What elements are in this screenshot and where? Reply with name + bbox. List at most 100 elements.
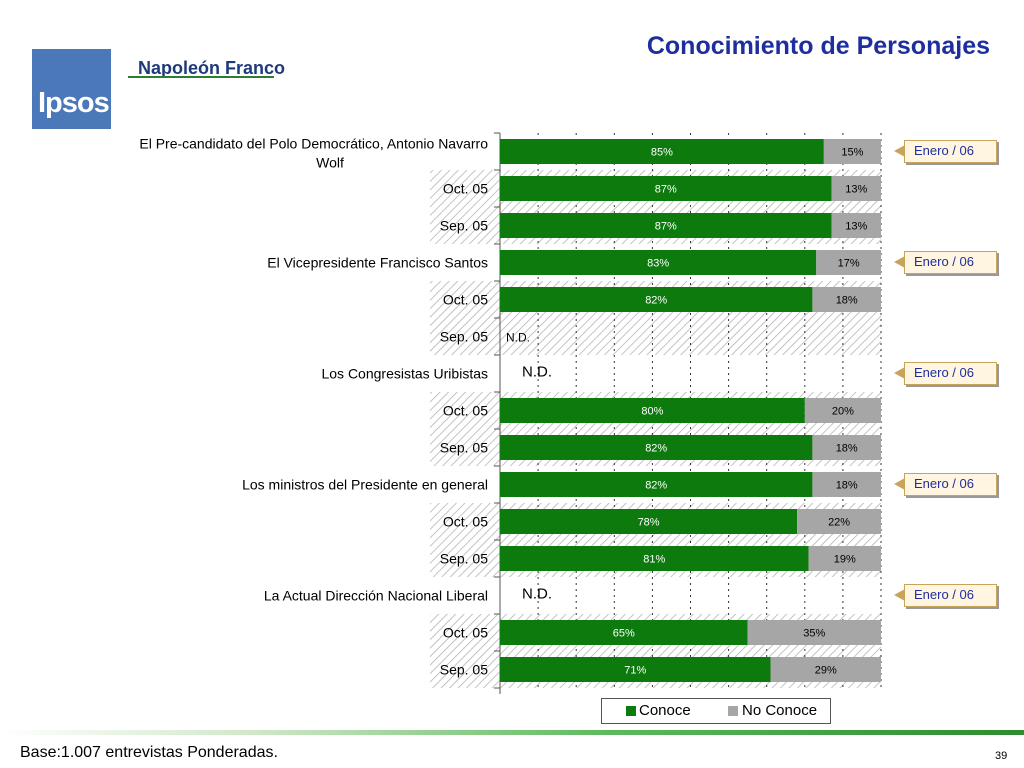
bar-conoce: [500, 546, 809, 571]
period-callout-el-vicepresidente-francisco-sa: Enero / 06: [894, 250, 997, 274]
data-label-no-conoce: 17%: [838, 258, 860, 270]
category-label: Sep. 05: [440, 662, 488, 678]
bar-no-conoce: [831, 213, 881, 238]
category-label: Oct. 05: [443, 292, 488, 308]
callout-pointer: [894, 255, 905, 268]
data-label-conoce: 82%: [645, 443, 667, 455]
logo-text: Ipsos: [38, 87, 110, 119]
bar-no-conoce: [831, 176, 881, 201]
data-label-no-conoce: 22%: [828, 517, 850, 529]
category-label: El Vicepresidente Francisco Santos: [267, 255, 488, 271]
data-label-no-conoce: 13%: [845, 184, 867, 196]
period-callout-los-ministros-del-presidente-e: Enero / 06: [894, 472, 997, 496]
data-label-no-conoce: 13%: [845, 221, 867, 233]
callout-label: Enero / 06: [914, 253, 974, 269]
nd-label: N.D.: [522, 586, 552, 603]
bar-conoce: [500, 213, 832, 238]
data-label-no-conoce: 18%: [836, 295, 858, 307]
callout-pointer: [894, 144, 905, 157]
category-label: Los Congresistas Uribistas: [321, 366, 488, 382]
page-number: 39: [995, 750, 1008, 762]
bar-no-conoce: [812, 435, 881, 460]
category-label: Sep. 05: [440, 218, 488, 234]
data-label-no-conoce: 35%: [803, 628, 825, 640]
labels-layer: El Pre-candidato del Polo Democrático, A…: [139, 136, 867, 678]
bar-no-conoce: [808, 546, 881, 571]
callout-body: [904, 250, 997, 274]
category-label: La Actual Dirección Nacional Liberal: [264, 588, 488, 604]
callout-label: Enero / 06: [914, 364, 974, 380]
data-label-conoce: 85%: [651, 147, 673, 159]
data-label-conoce: 82%: [645, 480, 667, 492]
category-label: Oct. 05: [443, 181, 488, 197]
data-label-no-conoce: 20%: [832, 406, 854, 418]
ipsos-logo: Ipsos: [32, 49, 111, 129]
data-label-conoce: 71%: [624, 665, 646, 677]
category-label: Oct. 05: [443, 514, 488, 530]
legend-label-no-conoce: No Conoce: [742, 702, 818, 719]
bar-no-conoce: [747, 620, 881, 645]
data-label-conoce: 81%: [643, 554, 665, 566]
bar-no-conoce: [816, 250, 881, 275]
data-label-conoce: 83%: [647, 258, 669, 270]
bar-no-conoce: [812, 472, 881, 497]
callout-body: [904, 139, 997, 163]
data-label-conoce: 87%: [655, 184, 677, 196]
nd-label: N.D.: [506, 331, 530, 345]
footnote: Base:1.007 entrevistas Ponderadas.: [20, 744, 278, 761]
callout-label: Enero / 06: [914, 142, 974, 158]
data-label-conoce: 87%: [655, 221, 677, 233]
callout-body: [904, 472, 997, 496]
bar-conoce: [500, 250, 817, 275]
footer-bar: [0, 730, 1024, 735]
callout-label: Enero / 06: [914, 475, 974, 491]
bar-conoce: [500, 620, 748, 645]
bar-conoce: [500, 657, 771, 682]
category-label: Sep. 05: [440, 551, 488, 567]
callout-pointer: [894, 477, 905, 490]
callout-body: [904, 583, 997, 607]
callout-body: [904, 361, 997, 385]
legend-label-conoce: Conoce: [639, 702, 691, 719]
row-hatch-bg: [430, 318, 881, 355]
bar-no-conoce: [823, 139, 881, 164]
category-label: Sep. 05: [440, 440, 488, 456]
data-label-no-conoce: 15%: [841, 147, 863, 159]
nd-label: N.D.: [522, 364, 552, 381]
category-label: Oct. 05: [443, 403, 488, 419]
callout-pointer: [894, 366, 905, 379]
category-label: Los ministros del Presidente en general: [242, 477, 488, 493]
callout-pointer: [894, 588, 905, 601]
bar-conoce: [500, 435, 813, 460]
period-callout-los-congresistas-uribistas: Enero / 06: [894, 361, 997, 385]
period-callout-la-actual-direccion-nacional-l: Enero / 06: [894, 583, 997, 607]
bar-conoce: [500, 176, 832, 201]
bar-no-conoce: [797, 509, 881, 534]
data-label-no-conoce: 18%: [836, 480, 858, 492]
bars-layer: [500, 139, 881, 682]
legend-swatch-conoce: [626, 706, 636, 716]
category-label: El Pre-candidato del Polo Democrático, A…: [139, 136, 488, 171]
callout-label: Enero / 06: [914, 586, 974, 602]
data-label-conoce: 78%: [638, 517, 660, 529]
data-label-conoce: 80%: [641, 406, 663, 418]
chart-legend: Conoce No Conoce: [601, 698, 831, 724]
bar-no-conoce: [770, 657, 881, 682]
brand-name: Napoleón Franco: [138, 58, 286, 78]
data-label-conoce: 82%: [645, 295, 667, 307]
data-label-no-conoce: 19%: [834, 554, 856, 566]
legend-swatch-no-conoce: [728, 706, 738, 716]
data-label-no-conoce: 29%: [815, 665, 837, 677]
bar-conoce: [500, 472, 813, 497]
chart: El Pre-candidato del Polo Democrático, A…: [139, 132, 882, 694]
category-label: Oct. 05: [443, 625, 488, 641]
page-title: Conocimiento de Personajes: [646, 32, 990, 60]
bar-conoce: [500, 287, 813, 312]
period-callout-el-pre-candidato-del-polo-demo: Enero / 06: [894, 139, 997, 163]
bar-conoce: [500, 139, 824, 164]
data-label-conoce: 65%: [613, 628, 635, 640]
category-label: Sep. 05: [440, 329, 488, 345]
bar-conoce: [500, 398, 805, 423]
data-label-no-conoce: 18%: [836, 443, 858, 455]
bar-no-conoce: [812, 287, 881, 312]
